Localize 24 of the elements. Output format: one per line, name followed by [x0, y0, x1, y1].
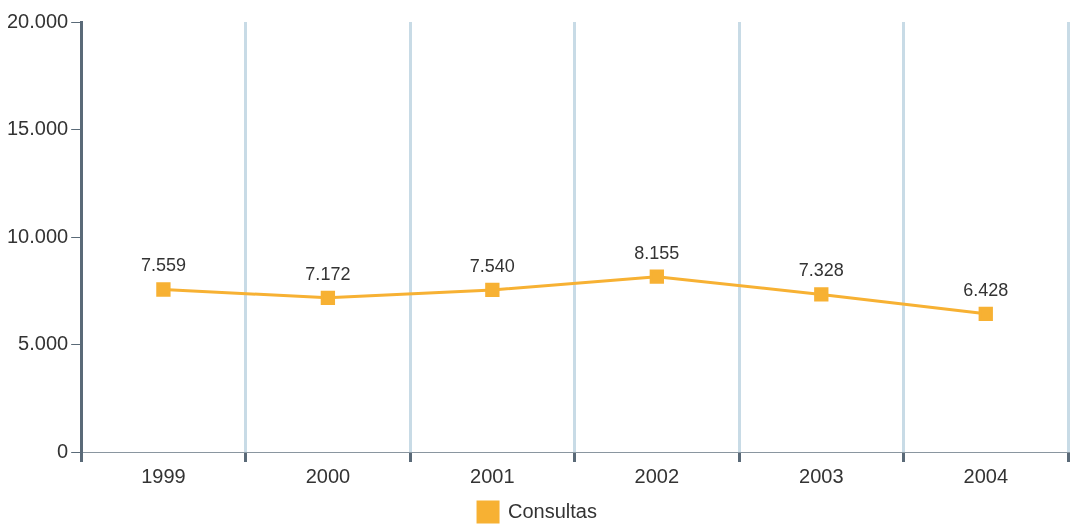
point — [814, 287, 829, 302]
point — [978, 306, 993, 321]
legend-label: Consultas — [508, 499, 597, 522]
x-tick-label: 2000 — [305, 464, 351, 487]
x-tick-label: 2001 — [470, 464, 515, 487]
data-label: 7.172 — [305, 263, 351, 284]
point — [485, 282, 500, 298]
y-tick-label: 10.000 — [7, 224, 69, 247]
x-tick-label: 2003 — [799, 464, 844, 487]
y-tick-label: 5.000 — [18, 332, 69, 355]
data-label: 7.559 — [140, 255, 186, 276]
point — [649, 269, 664, 284]
data-label: 8.155 — [634, 242, 680, 263]
data-label: 7.328 — [798, 260, 844, 281]
x-tick-label: 2002 — [634, 464, 680, 487]
x-tick-label: 2004 — [963, 464, 1009, 487]
y-tick-label: 20.000 — [7, 9, 69, 32]
y-tick-label: 15.000 — [7, 117, 69, 140]
point — [320, 290, 336, 305]
point — [156, 282, 171, 297]
x-tick-label: 1999 — [141, 464, 186, 487]
data-label: 7.540 — [469, 255, 515, 276]
y-tick-label: 0 — [57, 439, 69, 462]
data-label: 6.428 — [963, 279, 1009, 300]
